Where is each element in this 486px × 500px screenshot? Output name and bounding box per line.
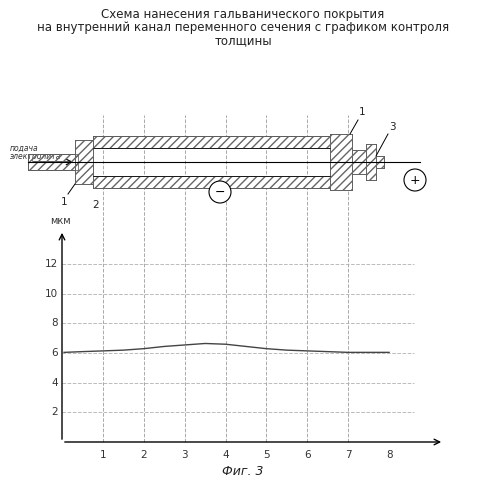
Text: 2: 2 xyxy=(52,408,58,418)
Text: Схема нанесения гальванического покрытия: Схема нанесения гальванического покрытия xyxy=(102,8,384,21)
Text: 2: 2 xyxy=(140,450,147,460)
Bar xyxy=(376,156,384,168)
Bar xyxy=(366,144,376,180)
Text: −: − xyxy=(215,186,225,198)
Text: +: + xyxy=(410,174,420,186)
Bar xyxy=(352,150,366,174)
Bar xyxy=(28,154,78,170)
Circle shape xyxy=(404,169,426,191)
Bar xyxy=(93,176,330,188)
Bar xyxy=(330,134,352,190)
Bar xyxy=(366,144,376,180)
Text: 7: 7 xyxy=(345,450,351,460)
Text: 8: 8 xyxy=(52,318,58,328)
Text: 1: 1 xyxy=(100,450,106,460)
Text: 3: 3 xyxy=(389,122,395,132)
Text: 4: 4 xyxy=(52,378,58,388)
Bar xyxy=(352,150,366,174)
Circle shape xyxy=(209,181,231,203)
Text: 12: 12 xyxy=(45,259,58,269)
Text: 8: 8 xyxy=(386,450,392,460)
Bar xyxy=(376,156,384,168)
Text: 6: 6 xyxy=(304,450,311,460)
Text: 2: 2 xyxy=(93,200,99,210)
Bar xyxy=(75,140,93,184)
Text: Фиг. 3: Фиг. 3 xyxy=(222,465,264,478)
Text: 5: 5 xyxy=(263,450,270,460)
Text: толщины: толщины xyxy=(214,34,272,47)
Text: подача: подача xyxy=(10,144,38,153)
Bar xyxy=(28,154,78,170)
Text: 1: 1 xyxy=(359,107,365,117)
Text: 1: 1 xyxy=(61,197,68,207)
Text: 3: 3 xyxy=(181,450,188,460)
Text: мкм: мкм xyxy=(50,216,70,226)
Bar xyxy=(75,140,93,184)
Text: 4: 4 xyxy=(222,450,229,460)
Text: 6: 6 xyxy=(52,348,58,358)
Bar xyxy=(93,136,330,148)
Text: на внутренний канал переменного сечения с графиком контроля: на внутренний канал переменного сечения … xyxy=(37,21,449,34)
Text: 10: 10 xyxy=(45,289,58,299)
Text: электролита: электролита xyxy=(10,152,61,161)
Bar xyxy=(93,136,330,148)
Bar xyxy=(330,134,352,190)
Bar xyxy=(93,176,330,188)
